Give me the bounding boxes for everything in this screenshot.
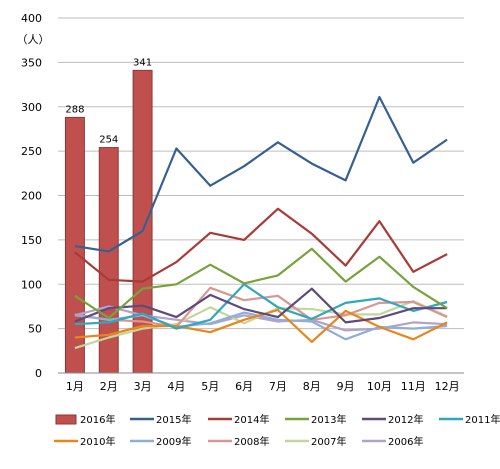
- x-tick-label: 12月: [435, 380, 460, 393]
- series-line: [74, 283, 448, 330]
- y-tick-label: 200: [21, 190, 42, 203]
- series-line: [74, 308, 448, 343]
- legend: 2016年 2015年 2014年 2013年 2012年 2011年 2010年 2009年…: [54, 413, 500, 448]
- y-tick-label: 150: [21, 234, 42, 247]
- bar-data-label: 254: [99, 135, 118, 146]
- x-tick-label: 9月: [337, 380, 355, 393]
- legend-label: 2008年: [234, 435, 269, 448]
- legend-label: 2007年: [311, 435, 346, 448]
- x-tick-label: 7月: [269, 380, 287, 393]
- y-tick-label: 0: [35, 367, 42, 380]
- legend-label: 2015年: [156, 413, 191, 426]
- x-axis-ticks: 1月 2月 3月 4月 5月 6月 7月 8月 9月 10月 11月 12月: [66, 380, 460, 393]
- legend-label: 2014年: [234, 413, 269, 426]
- legend-label: 2011年: [465, 413, 500, 426]
- legend-label: 2006年: [388, 435, 423, 448]
- y-tick-label: 300: [21, 101, 42, 114]
- legend-label: 2013年: [311, 413, 346, 426]
- y-tick-label: 400: [21, 12, 42, 25]
- series-line: [74, 287, 448, 324]
- bar-data-label: 341: [133, 57, 152, 68]
- legend-label: 2009年: [156, 435, 191, 448]
- series-line: [74, 300, 448, 350]
- y-tick-label: 350: [21, 56, 42, 69]
- x-tick-label: 11月: [401, 380, 426, 393]
- gridlines: [58, 17, 464, 330]
- y-tick-label: 100: [21, 278, 42, 291]
- legend-swatch: [55, 414, 77, 425]
- legend-label: 2010年: [80, 435, 115, 448]
- x-tick-label: 2月: [100, 380, 118, 393]
- y-unit-label: （人）: [17, 33, 50, 46]
- x-tick-label: 1月: [66, 380, 84, 393]
- bar: [64, 116, 85, 374]
- series-line: [74, 207, 448, 283]
- x-tick-label: 10月: [367, 380, 392, 393]
- series-line: [74, 247, 448, 320]
- y-axis-ticks: 0 50 100 150 200 250 300 350 400: [21, 12, 42, 380]
- x-tick-label: 5月: [201, 380, 219, 393]
- x-tick-label: 4月: [167, 380, 185, 393]
- series-line: [74, 95, 448, 253]
- x-tick-label: 8月: [303, 380, 321, 393]
- x-tick-label: 3月: [134, 380, 152, 393]
- legend-label: 2016年: [80, 413, 115, 426]
- x-tick-label: 6月: [235, 380, 253, 393]
- legend-label: 2012年: [388, 413, 423, 426]
- y-tick-label: 50: [28, 323, 42, 336]
- bars-2016: 288 254 341: [64, 57, 153, 374]
- bar-data-label: 288: [65, 104, 84, 115]
- line-series: [74, 95, 448, 350]
- y-tick-label: 250: [21, 145, 42, 158]
- series-line: [74, 286, 448, 328]
